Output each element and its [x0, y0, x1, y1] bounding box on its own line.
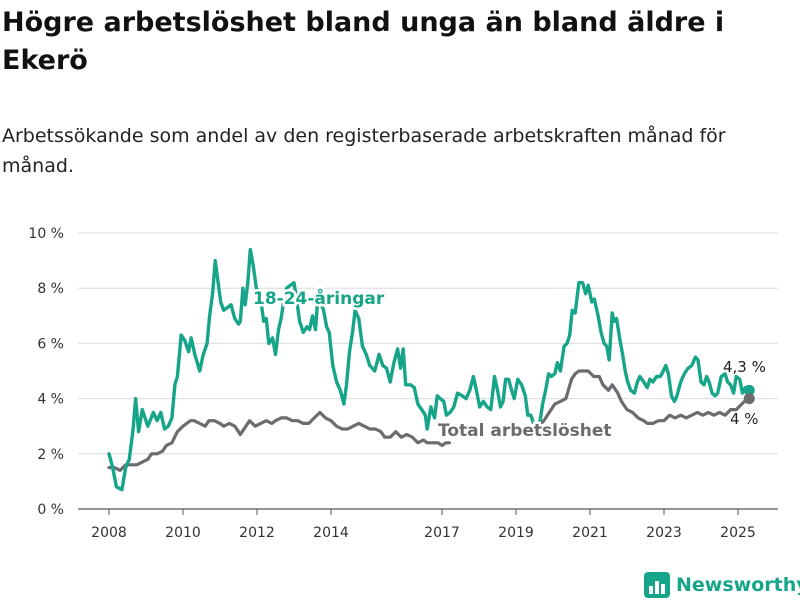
chart-title: Högre arbetslöshet bland unga än bland ä…	[2, 7, 725, 76]
x-tick-label: 2025	[720, 525, 756, 541]
x-tick-label: 2012	[239, 525, 275, 541]
end-marker-total	[743, 393, 755, 405]
end-label-total: 4 %	[730, 410, 759, 428]
y-tick-label: 2 %	[37, 447, 64, 463]
y-tick-label: 6 %	[37, 336, 64, 352]
y-tick-label: 8 %	[37, 281, 64, 297]
end-label-youth: 4,3 %	[723, 358, 766, 376]
x-tick-label: 2021	[572, 525, 608, 541]
series-label-youth: 18-24-åringar	[253, 287, 385, 309]
series-line-total-1	[107, 410, 451, 472]
chart-grid: 0 % 2 % 4 % 6 % 8 % 10 %	[28, 226, 778, 518]
y-tick-label: 4 %	[37, 392, 64, 408]
series-labels: 18-24-åringar Total arbetslöshet 4,3 % 4…	[251, 285, 766, 444]
brand-name: Newsworthy	[676, 574, 800, 596]
x-tick-label: 2014	[313, 525, 349, 541]
x-tick-label: 2010	[165, 525, 201, 541]
x-tick-label: 2023	[646, 525, 682, 541]
x-tick-label: 2008	[91, 525, 127, 541]
end-marker-youth	[743, 384, 755, 396]
x-tick-label: 2019	[498, 525, 534, 541]
x-axis: 2008 2010 2012 2014 2017 2019 2021 2023 2025	[91, 509, 756, 541]
y-tick-label: 10 %	[28, 226, 64, 242]
series-line-total-2	[536, 369, 749, 428]
bar-chart-icon	[644, 572, 670, 598]
chart-subtitle: Arbetssökande som andel av den registerb…	[2, 125, 726, 177]
y-tick-label: 0 %	[37, 502, 64, 518]
series-lines	[107, 247, 755, 492]
x-tick-label: 2017	[424, 525, 460, 541]
series-label-total: Total arbetslöshet	[438, 421, 612, 441]
newsworthy-logo: Newsworthy	[644, 570, 800, 600]
series-line-youth	[107, 247, 749, 492]
